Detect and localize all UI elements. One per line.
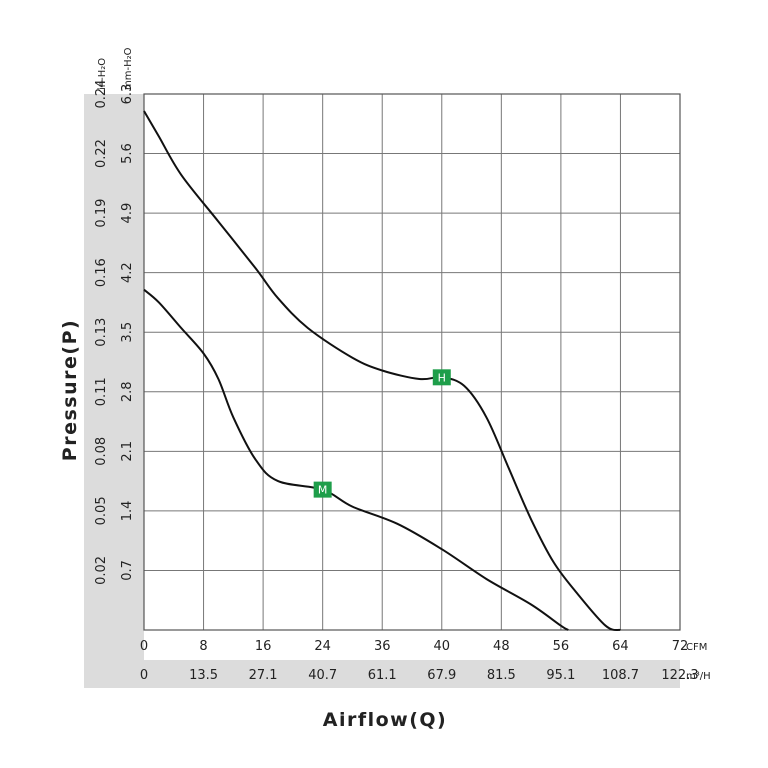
y-primary-tick-label: 0.7	[120, 560, 135, 581]
curve-H	[143, 110, 621, 632]
y-tick-labels: 0.7 1.4 2.1 2.8 3.5 4.2 4.9 5.6 6.3 0.02 0.05 0.08 0…	[94, 80, 135, 585]
y-primary-tick-label: 6.3	[120, 84, 135, 105]
y-secondary-tick-label: 0.11	[94, 377, 109, 406]
x-axis-title: Airflow(Q)	[323, 709, 448, 731]
grid-lines	[144, 94, 680, 630]
y-secondary-tick-label: 0.05	[94, 496, 109, 525]
marker-H	[432, 369, 451, 386]
x-secondary-tick-label: 108.7	[602, 668, 639, 683]
y-primary-tick-label: 3.5	[120, 322, 135, 343]
x-primary-tick-label: 72	[672, 639, 689, 654]
plot-area	[144, 94, 680, 630]
curve-M	[143, 288, 569, 631]
y-primary-tick-label: 2.8	[120, 381, 135, 402]
x-primary-tick-label: 8	[199, 639, 207, 654]
x-secondary-tick-label: 81.5	[487, 668, 516, 683]
y-secondary-tick-label: 0.22	[94, 139, 109, 168]
x-primary-tick-label: 24	[314, 639, 331, 654]
x-primary-tick-label: 56	[553, 639, 570, 654]
y-axis-title: Pressure(P)	[59, 319, 81, 461]
y-secondary-tick-label: 0.19	[94, 199, 109, 228]
y-secondary-tick-label: 0.02	[94, 556, 109, 585]
y-secondary-tick-label: 0.16	[94, 258, 109, 287]
y-primary-tick-label: 1.4	[120, 501, 135, 522]
y-secondary-tick-label: 0.24	[94, 80, 109, 109]
x-primary-tick-label: 40	[434, 639, 451, 654]
x-primary-tick-label: 36	[374, 639, 391, 654]
y-primary-tick-label: 5.6	[120, 143, 135, 164]
y-secondary-tick-label: 0.13	[94, 318, 109, 347]
x-secondary-tick-label: 27.1	[249, 668, 278, 683]
x-primary-tick-label: 16	[255, 639, 272, 654]
left-axis-band	[84, 94, 144, 688]
x-secondary-tick-label: 61.1	[368, 668, 397, 683]
x-secondary-tick-label: 0	[140, 668, 148, 683]
y-secondary-unit: in-H₂O	[97, 58, 108, 90]
curves: HM	[143, 110, 621, 632]
x-secondary-tick-label: 95.1	[546, 668, 575, 683]
x-secondary-tick-label: 40.7	[308, 668, 337, 683]
x-secondary-tick-label: 67.9	[427, 668, 456, 683]
bottom-axis-band	[84, 660, 680, 688]
marker-M	[313, 481, 332, 498]
x-secondary-tick-label: 13.5	[189, 668, 218, 683]
x-primary-tick-label: 48	[493, 639, 510, 654]
x-secondary-tick-label: 122.3	[661, 668, 698, 683]
y-secondary-tick-label: 0.08	[94, 437, 109, 466]
marker-label-H: H	[438, 371, 446, 384]
x-primary-unit: CFM	[686, 642, 707, 653]
y-primary-unit: mm-H₂O	[123, 47, 134, 90]
plot-frame	[143, 93, 681, 631]
x-primary-tick-label: 0	[140, 639, 148, 654]
y-primary-tick-label: 2.1	[120, 441, 135, 462]
y-primary-tick-label: 4.2	[120, 262, 135, 283]
x-secondary-unit: m³/H	[686, 671, 711, 682]
x-primary-tick-label: 64	[612, 639, 629, 654]
x-tick-labels: 0 8 16 24 36 40 48 56 64 72 0 13.5 27.1 40.7 61.1 67.9 8…	[140, 639, 699, 683]
y-primary-tick-label: 4.9	[120, 203, 135, 224]
marker-label-M: M	[318, 484, 328, 497]
